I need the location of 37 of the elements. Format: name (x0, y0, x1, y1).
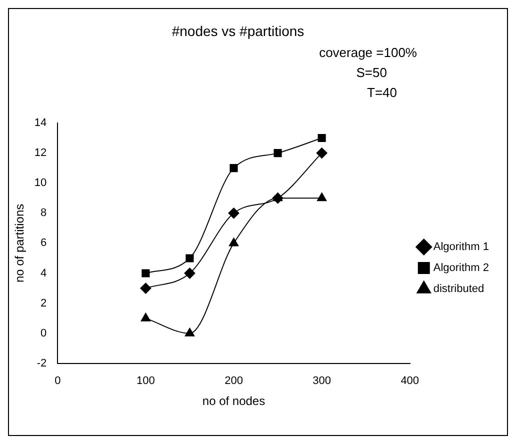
y-tick-label: 8 (40, 207, 47, 220)
text: coverage =100% (318, 44, 417, 62)
y-tick-label: 0 (40, 327, 47, 340)
y-tick-label: 14 (34, 117, 47, 130)
y-axis-title: no of partitions (12, 204, 27, 283)
point (230, 164, 238, 172)
y-tick-label: 6 (40, 237, 47, 250)
point (140, 312, 151, 322)
point (272, 192, 283, 202)
text: T=40 (366, 84, 398, 102)
point (186, 254, 194, 262)
text: S=50 (355, 64, 388, 82)
x-tick-label: 0 (54, 375, 61, 388)
point (184, 268, 196, 279)
x-tick-label: 300 (312, 375, 331, 388)
point (184, 328, 195, 336)
x-tick-label: 400 (400, 375, 420, 388)
x-axis-title: no of nodes (202, 394, 266, 408)
y-tick-label: 10 (34, 177, 47, 190)
point (316, 192, 327, 202)
point (228, 208, 240, 219)
y-tick-label: 4 (40, 267, 47, 280)
y-tick-label: 2 (40, 297, 47, 310)
point (142, 269, 150, 278)
legend-label: Algorithm 2 (433, 262, 490, 274)
chart-title: #nodes vs #partitions (170, 23, 306, 39)
y-tick-label: 12 (34, 147, 47, 160)
x-tick-label: 100 (136, 375, 155, 388)
y-tick-label: -2 (36, 357, 47, 370)
point (140, 282, 152, 294)
point (274, 149, 282, 158)
point (316, 148, 328, 159)
point (318, 134, 326, 142)
legend-label: Algorithm 1 (433, 241, 490, 254)
point (228, 238, 239, 246)
legend-label: distributed (433, 283, 484, 296)
x-tick-label: 200 (224, 375, 243, 388)
